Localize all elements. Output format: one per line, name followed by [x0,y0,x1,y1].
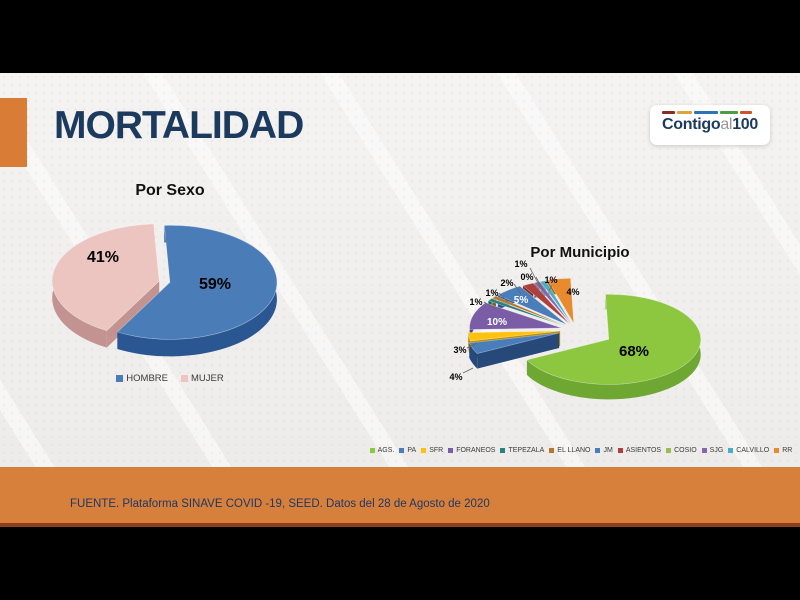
logo-word-al: al [720,116,733,133]
legend-swatch [595,448,601,453]
legend-swatch [774,448,780,453]
legend-item-cosio: COSIO [666,447,697,454]
logo-color-bar [662,111,758,114]
legend-label: FORANEOS [456,447,496,454]
source-band: FUENTE. Plataforma SINAVE COVID -19, SEE… [0,467,800,527]
legend-item-hombre: HOMBRE [116,373,168,384]
pie-data-label: 1% [485,288,498,298]
logo-bar-segment [662,111,675,114]
legend-item-sjg: SJG [701,447,724,454]
legend-label: SFR [429,447,444,454]
contigo-al-100-logo: Contigoal100 [650,105,770,145]
data-label-leader-line [548,284,553,292]
pie-data-label: 59% [199,276,231,293]
legend-label: CALVILLO [736,447,770,454]
legend-item-tepezala: TEPEZALA [500,447,544,454]
pie-data-label: 5% [514,295,529,306]
pie-data-label: 0% [520,272,533,282]
legend-swatch [116,375,124,382]
logo-bar-segment [740,111,752,114]
pie-slice-HOMBRE [116,225,278,357]
page-title: MORTALIDAD [54,104,304,147]
legend-item-rr: RR [774,447,792,454]
legend-label: TEPEZALA [508,447,545,454]
logo-bar-segment [677,111,692,114]
data-label-leader-line [535,276,544,291]
legend-item-asientos: ASIENTOS [617,447,662,454]
legend-label: JM [603,447,613,454]
data-label-leader-line [483,301,497,310]
legend-swatch [399,448,405,453]
logo-word-contigo: Contigo [662,116,721,133]
pie-data-label: 3% [453,345,466,355]
legend-item-calvillo: CALVILLO [728,447,769,454]
legend-swatch [701,448,707,453]
pie-data-label: 1% [514,259,527,269]
legend-label: EL LLANO [557,447,591,454]
data-label-leader-line [466,342,478,349]
legend-label: COSIO [674,447,697,454]
legend-item-sfr: SFR [421,447,443,454]
legend-label: RR [782,447,793,454]
legend-swatch [448,448,454,453]
legend-swatch [617,448,623,453]
legend-item-jm: JM [595,447,613,454]
legend-item-el-llano: EL LLANO [549,447,590,454]
legend-label: MUJER [190,373,224,384]
logo-word-100: 100 [732,116,758,133]
legend-label: HOMBRE [126,373,168,384]
chart-title-por-sexo: Por Sexo [135,182,205,199]
pie-data-label: 4% [566,287,579,297]
legend-label: ASIENTOS [625,447,662,454]
source-note: FUENTE. Plataforma SINAVE COVID -19, SEE… [70,498,490,510]
legend-label: AGS. [377,447,395,454]
legend-item-mujer: MUJER [180,373,224,384]
logo-bar-segment [720,111,738,114]
slide-background [0,73,800,527]
pie-data-label: 41% [87,249,119,266]
data-label-leader-line [462,367,474,374]
legend-swatch [421,448,427,453]
pie-data-label: 1% [544,275,557,285]
data-label-leader-line [529,267,541,288]
legend-label: PA [407,447,417,454]
legend-item-ags-: AGS. [369,447,395,454]
legend-swatch [728,448,734,453]
legend-swatch [369,448,375,453]
legend-item-pa: PA [399,447,416,454]
legend-swatch [180,375,188,382]
pie-data-label: 10% [487,317,507,328]
legend-swatch [500,448,506,453]
logo-bar-segment [694,111,718,114]
pie-slice-AGS. [526,294,702,400]
legend-por-sexo: HOMBRE MUJER [95,373,245,384]
pie-data-label: 2% [500,278,513,288]
legend-item-foraneos: FORANEOS [448,447,495,454]
pie-data-label: 1% [469,297,482,307]
pie-data-label: 4% [449,372,462,382]
data-label-leader-line [498,292,509,303]
orange-accent-square [0,98,27,167]
logo-text: Contigoal100 [650,117,770,133]
data-label-leader-line [513,283,522,295]
chart-title-por-municipio: Por Municipio [530,244,630,261]
legend-label: SJG [709,447,724,454]
legend-swatch [666,448,672,453]
pie-data-label: 68% [619,343,649,360]
legend-por-municipio: AGS. PA SFR FORANEOS TEPEZALA EL LLANO JM ASIEN… [369,447,792,454]
pie-slice-RR [547,277,575,324]
legend-swatch [549,448,555,453]
pie-slice-PA [468,332,560,369]
